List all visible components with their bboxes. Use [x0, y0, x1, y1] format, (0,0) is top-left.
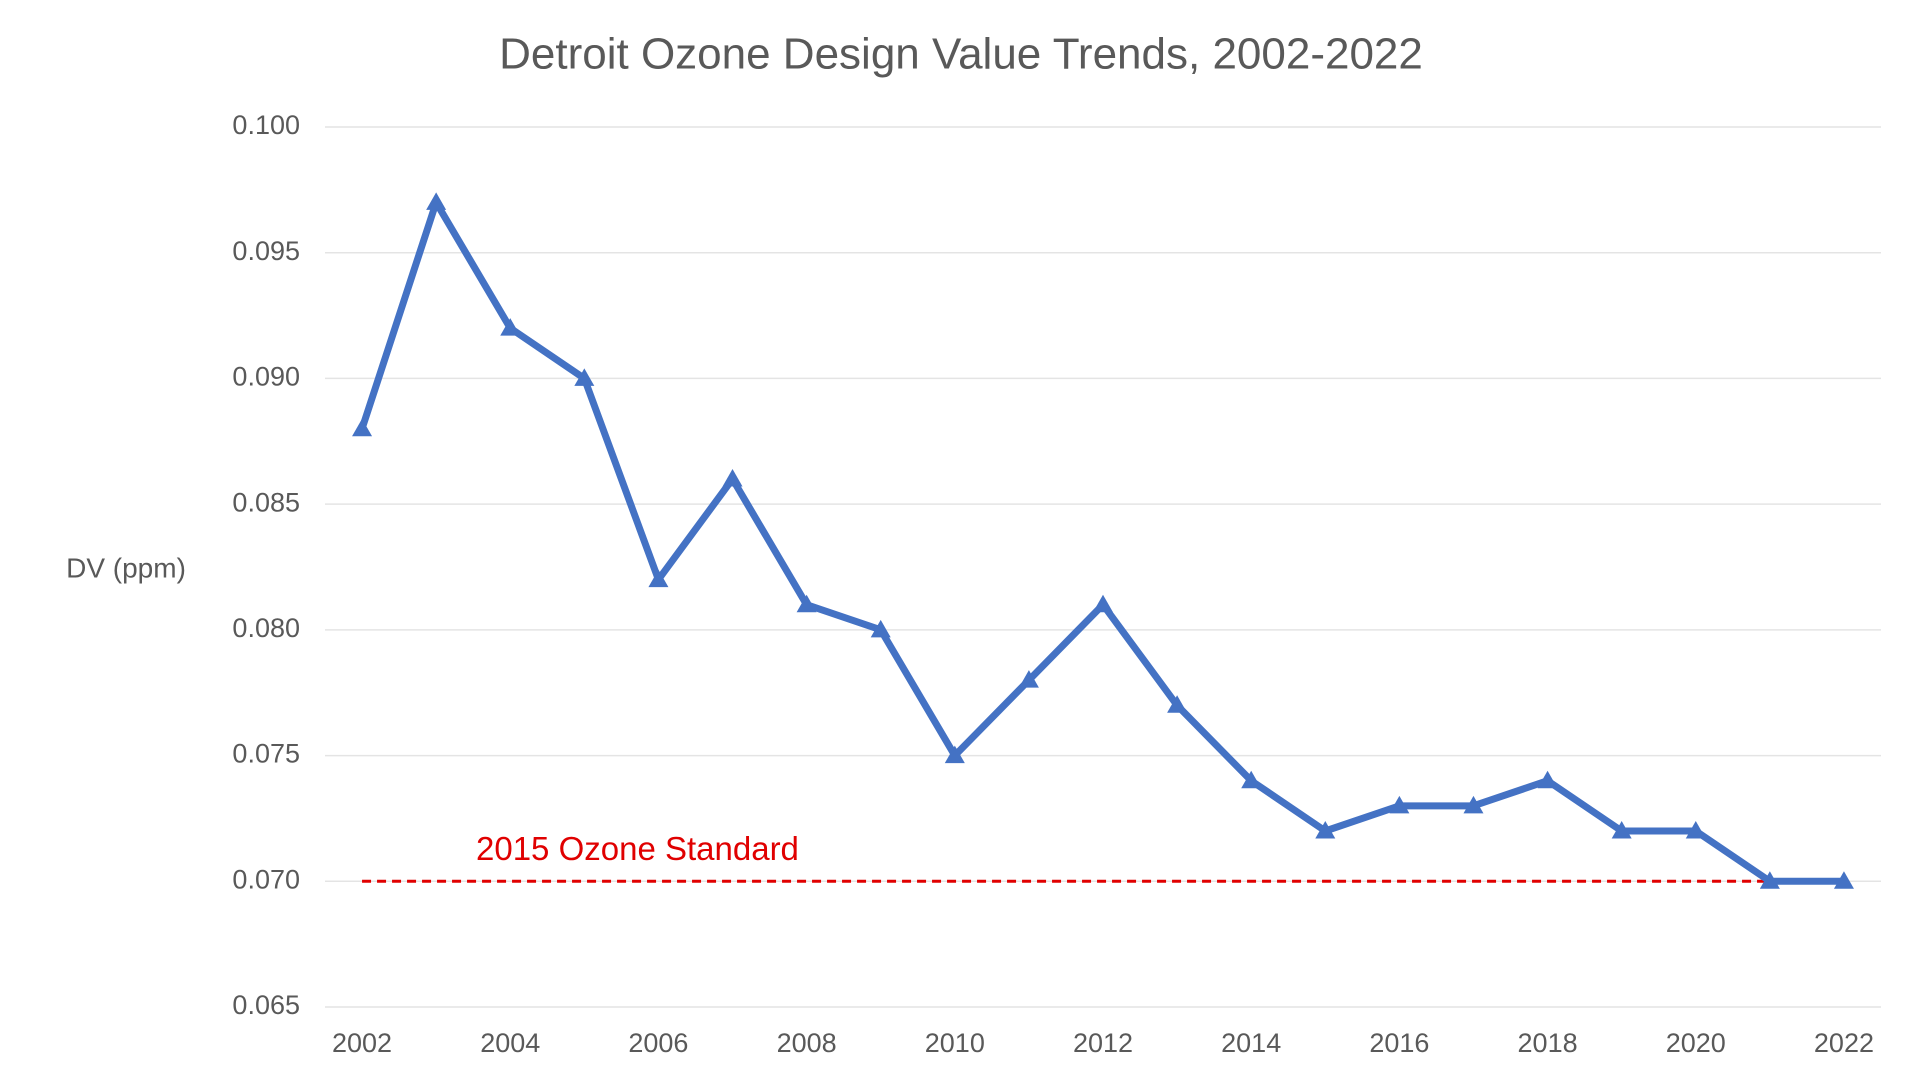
data-marker	[1611, 821, 1632, 839]
x-tick-label: 2012	[1073, 1028, 1133, 1058]
y-tick-label: 0.065	[232, 990, 300, 1020]
y-tick-label: 0.085	[232, 487, 300, 517]
y-axis-label: DV (ppm)	[66, 552, 186, 583]
x-tick-label: 2016	[1369, 1028, 1429, 1058]
data-marker	[1537, 770, 1558, 789]
data-marker	[1018, 670, 1039, 688]
data-marker	[1167, 695, 1188, 713]
data-marker	[1389, 795, 1410, 814]
data-marker	[574, 368, 595, 386]
x-tick-label: 2022	[1814, 1028, 1874, 1058]
data-marker	[648, 569, 669, 588]
data-marker	[1241, 770, 1262, 789]
x-tick-label: 2018	[1518, 1028, 1578, 1058]
x-tick-label: 2002	[332, 1028, 392, 1058]
y-tick-label: 0.100	[232, 110, 300, 140]
data-marker	[1685, 821, 1706, 839]
data-marker	[722, 469, 743, 487]
y-tick-label: 0.090	[232, 362, 300, 392]
x-tick-label: 2004	[480, 1028, 540, 1058]
reference-label: 2015 Ozone Standard	[476, 830, 799, 867]
x-tick-label: 2006	[628, 1028, 688, 1058]
data-line	[358, 198, 1844, 885]
x-tick-label: 2008	[777, 1028, 837, 1058]
chart-title: Detroit Ozone Design Value Trends, 2002-…	[499, 30, 1423, 79]
data-marker	[1463, 795, 1484, 814]
y-tick-label: 0.070	[232, 864, 300, 894]
data-marker	[426, 192, 447, 210]
x-tick-label: 2020	[1666, 1028, 1726, 1058]
y-tick-label: 0.080	[232, 613, 300, 643]
x-tick-label: 2010	[925, 1028, 985, 1058]
x-tick-label: 2014	[1221, 1028, 1281, 1058]
y-tick-label: 0.095	[232, 236, 300, 266]
data-marker	[352, 418, 373, 437]
data-marker	[1093, 594, 1113, 613]
data-marker	[1315, 821, 1336, 839]
data-marker	[500, 318, 521, 336]
y-tick-label: 0.075	[232, 739, 300, 769]
data-marker	[1759, 871, 1780, 889]
data-marker	[1833, 871, 1854, 889]
data-marker	[870, 619, 891, 638]
data-marker	[796, 594, 817, 613]
data-marker	[944, 745, 965, 764]
